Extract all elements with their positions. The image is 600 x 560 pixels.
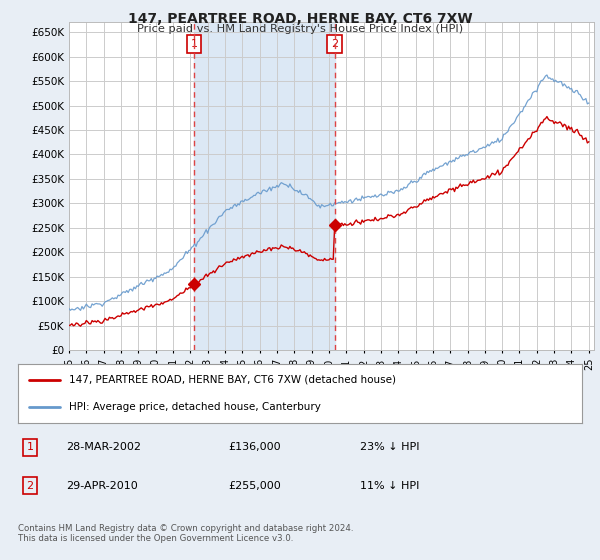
Text: 147, PEARTREE ROAD, HERNE BAY, CT6 7XW: 147, PEARTREE ROAD, HERNE BAY, CT6 7XW xyxy=(128,12,472,26)
Text: £255,000: £255,000 xyxy=(228,480,281,491)
Text: 28-MAR-2002: 28-MAR-2002 xyxy=(66,442,141,452)
Text: 1: 1 xyxy=(191,39,197,49)
Text: 29-APR-2010: 29-APR-2010 xyxy=(66,480,138,491)
Text: 2: 2 xyxy=(26,480,34,491)
Bar xyxy=(194,22,335,350)
Text: 147, PEARTREE ROAD, HERNE BAY, CT6 7XW (detached house): 147, PEARTREE ROAD, HERNE BAY, CT6 7XW (… xyxy=(69,375,396,385)
Text: HPI: Average price, detached house, Canterbury: HPI: Average price, detached house, Cant… xyxy=(69,402,320,412)
Text: Price paid vs. HM Land Registry's House Price Index (HPI): Price paid vs. HM Land Registry's House … xyxy=(137,24,463,34)
Text: 2: 2 xyxy=(331,39,338,49)
Text: 1: 1 xyxy=(26,442,34,452)
Text: Contains HM Land Registry data © Crown copyright and database right 2024.
This d: Contains HM Land Registry data © Crown c… xyxy=(18,524,353,543)
Text: 11% ↓ HPI: 11% ↓ HPI xyxy=(360,480,419,491)
Text: £136,000: £136,000 xyxy=(228,442,281,452)
Text: 23% ↓ HPI: 23% ↓ HPI xyxy=(360,442,419,452)
